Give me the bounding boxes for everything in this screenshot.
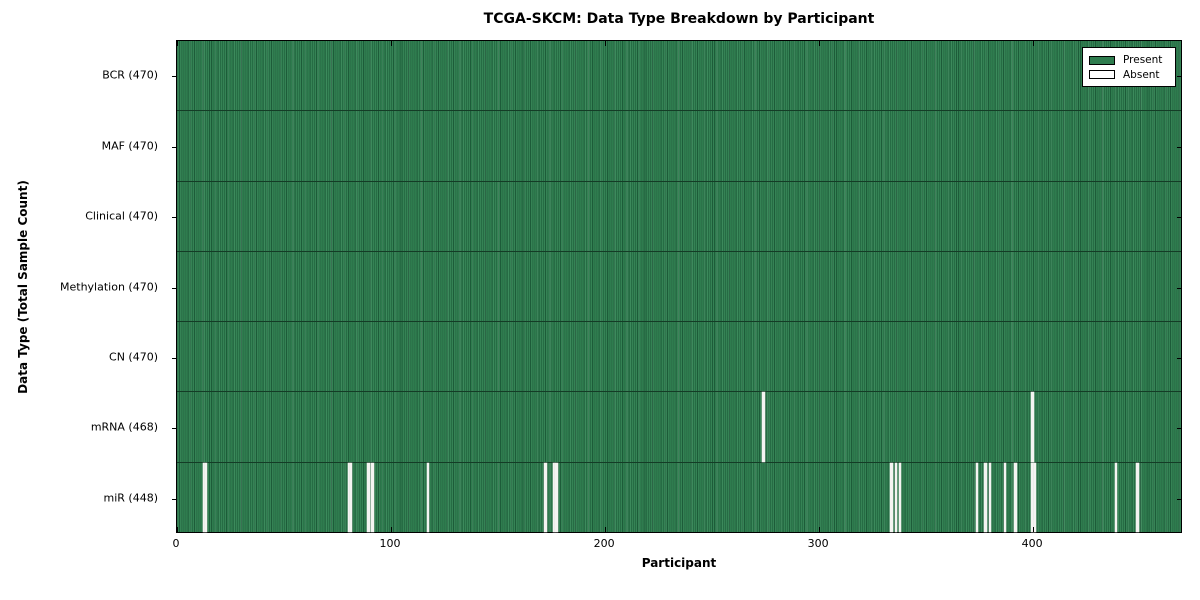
- y-tick-label-cn: CN (470): [109, 350, 158, 364]
- absent-stripe: [1114, 462, 1118, 532]
- x-axis-label: Participant: [641, 556, 717, 570]
- absent-stripe: [371, 462, 374, 532]
- y-tick-mark: [172, 287, 176, 289]
- x-tick-mark: [1033, 527, 1035, 532]
- x-tick-mark: [391, 41, 392, 46]
- y-tick-label-methylation: Methylation (470): [60, 280, 158, 293]
- x-tick-label: 200: [593, 537, 615, 550]
- x-tick-mark: [177, 41, 178, 46]
- plot-area: Present Absent: [172, 40, 1182, 533]
- absent-stripe: [555, 462, 558, 532]
- legend-label-present: Present: [1123, 54, 1163, 66]
- heatmap-row-methylation: [177, 251, 1181, 323]
- y-tick-mark-right: [1177, 146, 1181, 148]
- absent-stripe: [894, 462, 898, 532]
- absent-stripe: [552, 462, 556, 532]
- x-tick-mark: [391, 527, 392, 532]
- y-tick-label-bcr: BCR (470): [102, 68, 158, 82]
- absent-stripe: [975, 462, 979, 532]
- absent-stripe: [1031, 392, 1034, 462]
- heatmap-row-bcr: [177, 41, 1181, 112]
- x-tick-label: 100: [379, 537, 401, 550]
- x-tick-mark: [1033, 41, 1035, 46]
- absent-stripe: [1033, 462, 1036, 532]
- y-tick-mark: [172, 217, 176, 219]
- y-tick-mark-right: [1177, 357, 1181, 359]
- present-swatch-icon: [1089, 55, 1115, 65]
- absent-stripe: [890, 462, 893, 532]
- absent-stripe: [426, 462, 430, 532]
- x-tick-mark: [605, 527, 607, 532]
- y-tick-mark-right: [1177, 287, 1181, 289]
- heatmap-rows: [177, 41, 1181, 532]
- x-tick-mark: [819, 527, 821, 532]
- y-tick-mark: [172, 76, 176, 78]
- y-tick-label-maf: MAF (470): [101, 139, 158, 153]
- heatmap-row-clinical: [177, 181, 1181, 252]
- legend: Present Absent: [1082, 47, 1176, 87]
- y-tick-mark: [172, 357, 176, 359]
- x-tick-label: 300: [807, 537, 829, 550]
- y-tick-label-clinical: Clinical (470): [85, 209, 158, 223]
- legend-entry-absent: Absent: [1089, 68, 1169, 81]
- heatmap-row-mrna: [177, 392, 1181, 463]
- x-tick-labels: 0 100 200 300 400: [172, 537, 1182, 551]
- x-tick-label: 0: [172, 537, 180, 550]
- absent-stripe: [544, 462, 547, 532]
- y-tick-mark: [172, 146, 176, 148]
- y-tick-mark-right: [1177, 498, 1181, 500]
- absent-stripe: [367, 462, 370, 532]
- y-tick-mark: [172, 428, 176, 430]
- x-tick-mark: [819, 41, 821, 46]
- absent-stripe: [350, 462, 353, 532]
- absent-stripe: [1014, 462, 1017, 532]
- y-tick-mark-right: [1177, 428, 1181, 430]
- heatmap-row-cn: [177, 322, 1181, 393]
- y-tick-labels: BCR (470) MAF (470) Clinical (470) Methylat…: [0, 40, 168, 533]
- absent-stripe: [204, 462, 208, 532]
- absent-stripe: [984, 462, 987, 532]
- y-tick-label-mir: miR (448): [103, 491, 159, 505]
- absent-stripe: [347, 462, 351, 532]
- x-tick-mark: [177, 527, 178, 532]
- chart-title: TCGA-SKCM: Data Type Breakdown by Partic…: [483, 11, 875, 27]
- x-tick-mark: [605, 41, 607, 46]
- y-tick-mark-right: [1177, 217, 1181, 219]
- y-tick-mark-right: [1177, 76, 1181, 78]
- absent-stripe: [1003, 462, 1007, 532]
- absent-swatch-icon: [1089, 70, 1115, 80]
- absent-stripe: [899, 462, 902, 532]
- heatmap-row-mir: [177, 462, 1181, 532]
- absent-stripe: [202, 462, 206, 532]
- legend-label-absent: Absent: [1123, 68, 1160, 81]
- y-tick-label-mrna: mRNA (468): [90, 420, 158, 434]
- x-tick-label: 400: [1021, 537, 1043, 550]
- y-tick-mark: [172, 498, 176, 500]
- absent-stripe: [762, 392, 765, 462]
- absent-stripe: [988, 462, 992, 532]
- legend-entry-present: Present: [1089, 55, 1169, 66]
- absent-stripe: [1031, 462, 1034, 532]
- heatmap-row-maf: [177, 111, 1181, 182]
- absent-stripe: [1136, 462, 1139, 532]
